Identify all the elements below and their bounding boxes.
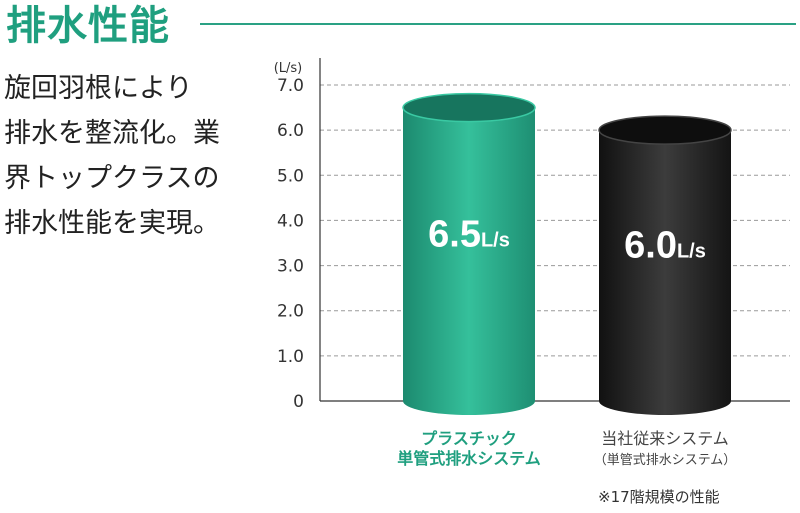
bar-cylinder (403, 107, 535, 416)
title-divider (200, 23, 796, 25)
y-tick-label: 5.0 (277, 166, 304, 186)
bar-cylinder-top (598, 115, 732, 145)
description-line: 界トップクラスの (4, 163, 220, 194)
y-tick-label: 3.0 (277, 257, 304, 277)
bar-cylinder (599, 130, 731, 415)
bar-cylinder-top (402, 92, 536, 123)
category-label: 当社従来システム (601, 429, 729, 448)
description-line: 旋回羽根により (4, 73, 193, 104)
page-title: 排水性能 (6, 3, 170, 49)
description-line: 排水を整流化。業 (4, 118, 220, 149)
y-axis-unit: (L/s) (274, 61, 303, 76)
y-tick-label: 7.0 (277, 76, 304, 96)
y-tick-label: 4.0 (277, 211, 304, 231)
footnote: ※17階規模の性能 (598, 488, 720, 506)
bar-value-label: 6.5L/s (428, 213, 510, 255)
y-tick-label: 0 (293, 392, 304, 412)
y-tick-label: 1.0 (277, 347, 304, 367)
category-label: 単管式排水システム (397, 449, 541, 468)
y-tick-label: 6.0 (277, 121, 304, 141)
y-tick-label: 2.0 (277, 302, 304, 322)
category-label: プラスチック (421, 429, 517, 448)
bar-value-label: 6.0L/s (624, 225, 706, 267)
description: 旋回羽根により 排水を整流化。業 界トップクラスの 排水性能を実現。 (4, 66, 249, 246)
category-label: （単管式排水システム） (594, 452, 737, 468)
description-line: 排水性能を実現。 (4, 208, 220, 239)
